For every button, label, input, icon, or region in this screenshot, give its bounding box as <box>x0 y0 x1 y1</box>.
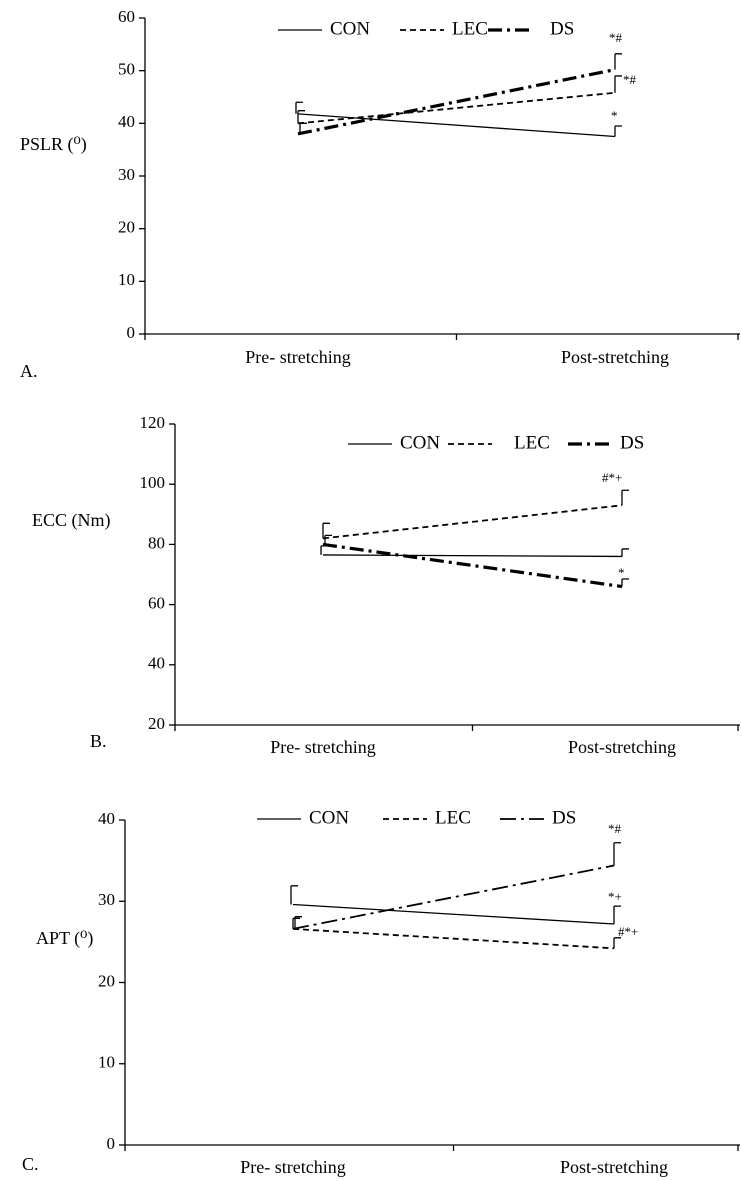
y-tick-label: 40 <box>148 654 165 673</box>
legend-label: CON <box>309 807 349 828</box>
x-tick-label: Post-stretching <box>560 1157 668 1177</box>
x-tick-label: Pre- stretching <box>245 347 350 367</box>
x-tick-label: Post-stretching <box>568 737 676 757</box>
significance-mark: *+ <box>608 889 622 904</box>
significance-mark: *# <box>623 72 637 87</box>
y-axis-title: PSLR (⁰) <box>20 134 87 155</box>
error-bar <box>621 548 629 557</box>
significance-mark: *# <box>609 30 623 45</box>
chart-panel-2: 0 10 20 30 40 Pre- stretching Post-stretching A… <box>22 807 740 1177</box>
series-line-con <box>322 554 623 558</box>
panel-label: A. <box>20 361 38 381</box>
y-tick-label: 120 <box>140 413 166 432</box>
error-bar <box>299 122 307 134</box>
y-tick-label: 40 <box>98 809 115 828</box>
series-line-ds <box>297 68 616 136</box>
error-bar <box>320 545 328 555</box>
y-tick-label: 30 <box>98 890 115 909</box>
legend-label: CON <box>330 18 370 39</box>
significance-mark: * <box>611 108 618 123</box>
y-tick-label: 30 <box>118 165 135 184</box>
chart-panel-0: 0 10 20 30 40 50 60 Pre- stretching Post-stretch… <box>20 7 740 381</box>
series-line-lec <box>292 927 615 950</box>
series-line-ds <box>292 864 615 930</box>
significance-mark: *# <box>608 821 622 836</box>
error-bar <box>613 905 621 924</box>
y-tick-label: 0 <box>107 1134 116 1153</box>
series-line-lec <box>322 504 623 540</box>
error-bar <box>322 522 330 539</box>
error-bar <box>614 75 622 93</box>
y-tick-label: 20 <box>148 714 165 733</box>
y-tick-label: 10 <box>118 270 135 289</box>
error-bar <box>614 53 622 70</box>
y-tick-label: 10 <box>98 1053 115 1072</box>
series-line-ds <box>322 542 623 589</box>
panel-label: C. <box>22 1154 39 1174</box>
y-tick-label: 20 <box>98 971 115 990</box>
x-tick-label: Pre- stretching <box>270 737 375 757</box>
error-bar <box>614 125 622 137</box>
y-tick-label: 50 <box>118 60 135 79</box>
x-tick-label: Pre- stretching <box>240 1157 345 1177</box>
error-bar <box>613 937 621 949</box>
y-tick-label: 0 <box>127 323 136 342</box>
y-tick-label: 60 <box>118 7 135 26</box>
error-bar <box>290 885 298 905</box>
significance-mark: #*+ <box>602 470 622 485</box>
error-bar <box>621 489 629 506</box>
error-bar <box>297 110 305 124</box>
y-tick-label: 20 <box>118 218 135 237</box>
legend-label: LEC <box>435 807 471 828</box>
panel-label: B. <box>90 731 107 751</box>
y-axis-title: ECC (Nm) <box>32 510 111 531</box>
legend-label: CON <box>400 432 440 453</box>
x-tick-label: Post-stretching <box>561 347 669 367</box>
error-bar <box>613 842 621 866</box>
legend-label: LEC <box>514 432 550 453</box>
legend-label: DS <box>552 807 576 828</box>
error-bar <box>621 578 629 587</box>
series-line-con <box>292 903 615 925</box>
y-tick-label: 60 <box>148 594 165 613</box>
error-bar <box>294 916 302 929</box>
chart-panel-1: 20 40 60 80 100 120 Pre- stretching Post-stretc… <box>32 413 740 757</box>
significance-mark: #*+ <box>618 924 638 939</box>
legend-label: LEC <box>452 18 488 39</box>
y-tick-label: 80 <box>148 533 165 552</box>
error-bar <box>292 917 300 929</box>
y-axis-title: APT (⁰) <box>36 928 93 949</box>
y-tick-label: 40 <box>118 112 135 131</box>
legend-label: DS <box>620 432 644 453</box>
series-line-lec <box>297 91 616 125</box>
legend-label: DS <box>550 18 574 39</box>
error-bar <box>295 101 303 114</box>
y-tick-label: 100 <box>140 473 166 492</box>
significance-mark: * <box>618 565 625 580</box>
error-bar <box>324 534 332 545</box>
